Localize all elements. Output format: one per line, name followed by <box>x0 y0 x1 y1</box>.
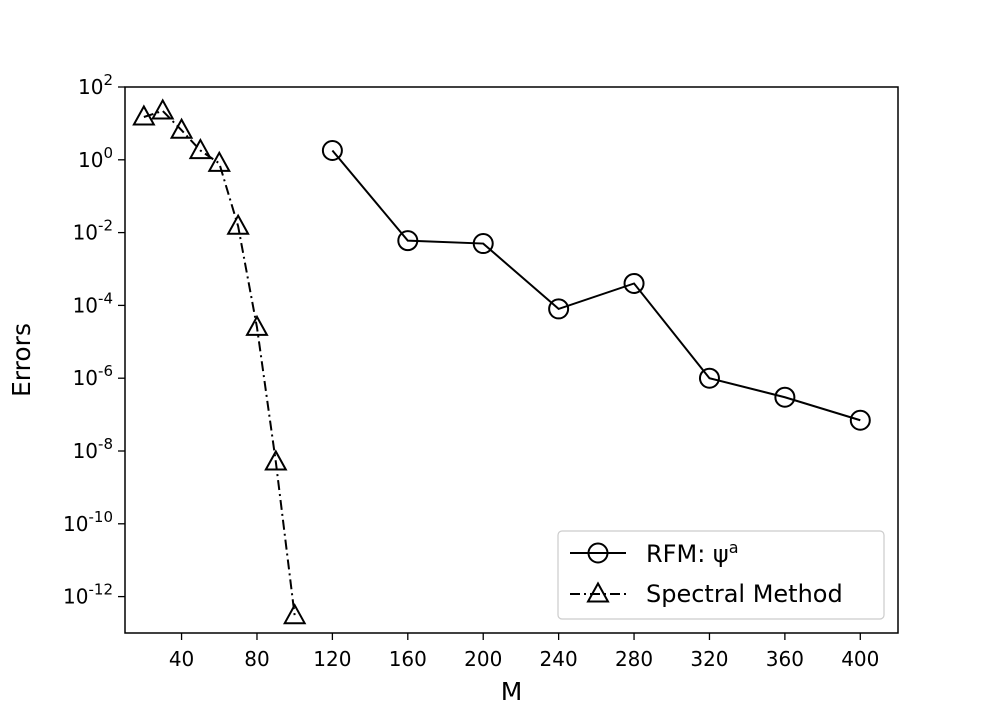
data-point <box>548 298 570 320</box>
data-point <box>623 272 645 294</box>
legend-marker-rfm <box>570 542 626 564</box>
x-tick-label: 320 <box>690 647 728 671</box>
legend: RFM: ψa Spectral Method <box>557 530 885 620</box>
x-tick-label: 400 <box>841 647 879 671</box>
y-tick-label: 100 <box>78 144 113 172</box>
x-tick-label: 160 <box>389 647 427 671</box>
y-tick-label: 10-6 <box>73 362 113 390</box>
data-point <box>188 137 213 160</box>
data-point <box>283 603 307 625</box>
data-point <box>321 140 343 162</box>
data-point <box>849 409 871 431</box>
x-tick-label: 120 <box>313 647 351 671</box>
data-point <box>472 233 494 255</box>
y-axis-label: Errors <box>7 323 36 397</box>
x-axis-label: M <box>501 677 523 706</box>
series-rfm <box>321 140 871 431</box>
x-tick-label: 280 <box>615 647 653 671</box>
y-tick-label: 10-8 <box>73 435 113 463</box>
y-tick-label: 102 <box>78 71 113 99</box>
data-point <box>245 314 269 336</box>
data-point <box>169 117 194 139</box>
data-point <box>151 98 175 120</box>
y-tick-label: 10-2 <box>73 217 113 245</box>
y-tick-label: 10-4 <box>73 289 113 317</box>
data-point <box>226 213 250 235</box>
x-tick-label: 200 <box>464 647 502 671</box>
legend-label-rfm: RFM: ψa <box>646 538 739 569</box>
legend-label-spectral: Spectral Method <box>646 580 843 608</box>
x-axis: 40 80 120 160 200 240 280 320 360 400 <box>169 633 879 671</box>
x-tick-label: 240 <box>540 647 578 671</box>
y-tick-label: 10-12 <box>63 581 113 609</box>
data-point <box>207 150 231 172</box>
legend-box <box>557 530 885 620</box>
data-point <box>132 104 156 126</box>
legend-point <box>586 581 610 603</box>
x-tick-label: 40 <box>169 647 194 671</box>
x-tick-label: 360 <box>766 647 804 671</box>
data-point <box>264 449 288 471</box>
y-axis: 102 100 10-2 10-4 10-6 10-8 10-10 10-12 <box>63 71 125 609</box>
data-point <box>774 386 796 408</box>
data-point <box>698 367 720 389</box>
series-spectral <box>132 98 307 625</box>
legend-marker-spectral <box>570 581 626 603</box>
legend-point <box>587 542 609 564</box>
data-point <box>397 230 419 252</box>
x-tick-label: 80 <box>244 647 269 671</box>
series-layer <box>132 98 871 625</box>
y-tick-label: 10-10 <box>63 508 113 536</box>
series-line <box>143 109 296 616</box>
series-line <box>331 149 861 422</box>
